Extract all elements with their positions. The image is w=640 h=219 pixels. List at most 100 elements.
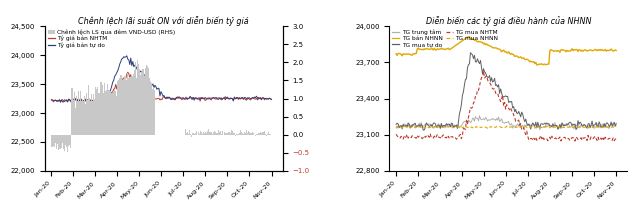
- Bar: [246, 130, 247, 135]
- Bar: [259, 133, 260, 135]
- Bar: [269, 134, 270, 135]
- Bar: [209, 132, 210, 135]
- Bar: [141, 72, 142, 135]
- Bar: [100, 82, 101, 135]
- Bar: [93, 94, 94, 135]
- Title: Chênh lệch lãi suất ON với diễn biến tỷ giá: Chênh lệch lãi suất ON với diễn biến tỷ …: [78, 16, 249, 25]
- Bar: [154, 90, 156, 135]
- Bar: [62, 135, 63, 143]
- Bar: [231, 130, 232, 135]
- Bar: [136, 78, 137, 135]
- Bar: [133, 74, 134, 135]
- Bar: [91, 94, 92, 135]
- Bar: [59, 135, 60, 149]
- Legend: TG trung tâm, TG bán NHNN, TG mua tự do, TG mua NHTM, TG mua NHNN: TG trung tâm, TG bán NHNN, TG mua tự do,…: [392, 29, 498, 47]
- Bar: [145, 68, 147, 135]
- Bar: [52, 135, 53, 147]
- Bar: [220, 131, 221, 135]
- Bar: [124, 76, 125, 135]
- Bar: [237, 134, 238, 135]
- Bar: [261, 133, 262, 135]
- Bar: [195, 132, 196, 135]
- Bar: [132, 76, 133, 135]
- Bar: [115, 91, 116, 135]
- Bar: [109, 90, 110, 135]
- Bar: [67, 135, 68, 152]
- Bar: [198, 134, 200, 135]
- Bar: [71, 88, 72, 135]
- Bar: [138, 64, 140, 135]
- Bar: [188, 134, 189, 135]
- Bar: [75, 108, 76, 135]
- Bar: [208, 129, 209, 135]
- Bar: [88, 85, 89, 135]
- Bar: [212, 132, 214, 135]
- Bar: [131, 76, 132, 135]
- Bar: [125, 76, 126, 135]
- Bar: [58, 135, 59, 150]
- Bar: [211, 132, 212, 135]
- Bar: [118, 80, 119, 135]
- Bar: [248, 131, 249, 135]
- Bar: [232, 131, 233, 135]
- Bar: [66, 135, 67, 147]
- Bar: [219, 132, 220, 135]
- Bar: [77, 101, 78, 135]
- Bar: [175, 129, 177, 135]
- Bar: [126, 80, 127, 135]
- Bar: [256, 134, 257, 135]
- Bar: [270, 134, 271, 135]
- Bar: [168, 113, 170, 135]
- Bar: [240, 130, 241, 135]
- Bar: [210, 132, 211, 135]
- Bar: [253, 133, 254, 135]
- Bar: [234, 133, 235, 135]
- Bar: [217, 133, 218, 135]
- Bar: [111, 93, 112, 135]
- Bar: [255, 135, 256, 136]
- Bar: [102, 85, 103, 135]
- Bar: [203, 132, 204, 135]
- Bar: [94, 99, 95, 135]
- Bar: [239, 133, 240, 135]
- Bar: [51, 135, 52, 147]
- Bar: [69, 135, 70, 145]
- Bar: [106, 90, 107, 135]
- Bar: [166, 110, 168, 135]
- Bar: [161, 110, 163, 135]
- Bar: [70, 135, 71, 148]
- Bar: [143, 69, 144, 135]
- Bar: [202, 134, 203, 135]
- Bar: [108, 90, 109, 135]
- Bar: [233, 133, 234, 135]
- Bar: [265, 134, 266, 135]
- Bar: [76, 96, 77, 135]
- Bar: [56, 135, 57, 149]
- Bar: [98, 93, 99, 135]
- Bar: [258, 132, 259, 135]
- Bar: [105, 91, 106, 135]
- Title: Diễn biến các tỷ giá điều hành của NHNN: Diễn biến các tỷ giá điều hành của NHNN: [426, 16, 591, 25]
- Bar: [241, 132, 242, 135]
- Bar: [81, 101, 82, 135]
- Bar: [251, 133, 252, 135]
- Bar: [222, 131, 223, 135]
- Bar: [147, 66, 148, 135]
- Bar: [112, 93, 113, 135]
- Bar: [79, 101, 80, 135]
- Bar: [72, 88, 73, 135]
- Bar: [122, 80, 123, 135]
- Bar: [178, 125, 179, 135]
- Bar: [257, 134, 258, 135]
- Bar: [129, 77, 130, 135]
- Bar: [92, 101, 93, 135]
- Bar: [73, 101, 74, 135]
- Bar: [192, 133, 193, 135]
- Bar: [89, 98, 90, 135]
- Bar: [55, 135, 56, 143]
- Bar: [185, 129, 186, 135]
- Bar: [60, 135, 61, 148]
- Bar: [201, 132, 202, 135]
- Bar: [117, 81, 118, 135]
- Bar: [227, 133, 228, 135]
